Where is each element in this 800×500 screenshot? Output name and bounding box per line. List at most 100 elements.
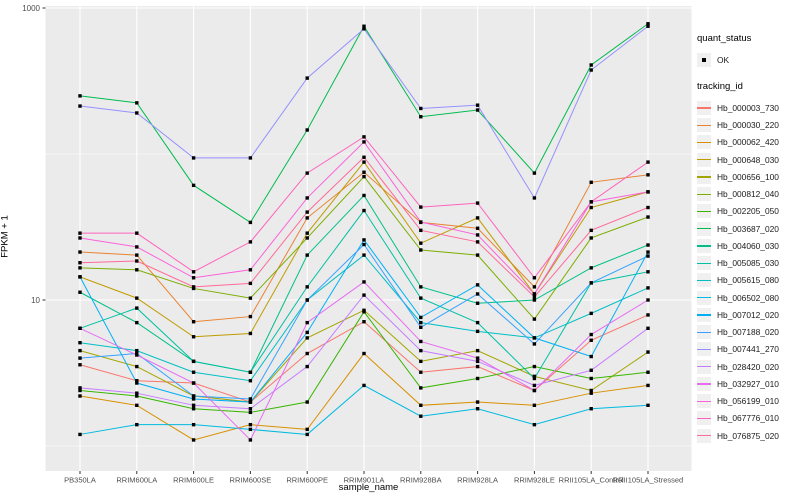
data-point [419,220,423,224]
legend-item-Hb_007441_270: Hb_007441_270 [697,341,799,358]
data-point [532,336,537,340]
data-point [305,253,309,257]
data-point [589,281,593,285]
legend-item-label: Hb_076875_020 [717,430,779,441]
data-point [78,275,82,279]
data-point [475,376,480,381]
data-point [248,296,253,300]
data-point [475,103,480,107]
data-point [248,220,253,225]
data-point [362,140,366,144]
data-point [475,400,480,404]
data-point [646,298,650,302]
legend: quant_status OK tracking_id Hb_000003_73… [697,33,799,444]
data-point [191,276,196,280]
data-point [475,216,480,220]
legend-item-label: Hb_028420_020 [717,361,779,372]
data-point [305,427,309,432]
data-point [135,101,139,105]
legend-key-line-icon [697,307,711,322]
legend-key-line-icon [697,428,711,443]
data-point [362,160,366,164]
legend-key-line-icon [697,204,711,219]
data-point [191,270,196,274]
legend-key-line-icon [697,118,711,133]
data-point [305,128,309,132]
data-point [532,364,537,369]
data-point [248,156,253,160]
data-point [475,233,480,237]
data-point [248,314,253,319]
data-point [646,313,650,317]
data-point [589,180,593,184]
legend-item-Hb_056199_010: Hb_056199_010 [697,393,799,410]
data-point [362,383,366,388]
legend-key-line-icon [697,152,711,167]
data-point [419,115,423,119]
data-point [419,228,423,233]
x-tick-label: RRIM928LA [457,476,498,485]
legend-item-Hb_002205_050: Hb_002205_050 [697,203,799,220]
data-point [191,394,196,398]
data-point [475,108,480,112]
legend-title-quant-status: quant_status [697,33,752,44]
data-point [646,250,650,254]
x-tick-label: RRIM600LE [173,476,214,485]
data-point [532,276,537,280]
plot-panel-bg [45,6,692,471]
data-point [305,216,309,220]
data-point [532,196,537,200]
data-point [362,24,366,28]
data-point [135,111,139,115]
data-point [78,363,82,367]
data-point [248,397,253,401]
data-point [646,243,650,247]
data-point [475,356,480,360]
legend-item-label: Hb_000656_100 [717,171,779,182]
data-point [135,320,139,325]
data-point [78,386,82,390]
legend-key-line-icon [697,411,711,426]
legend-item-label: Hb_000648_030 [717,154,779,165]
x-tick-label: RRII105LA_Stressed [613,476,683,485]
data-point [305,236,309,240]
data-point [646,383,650,388]
data-point [362,27,366,31]
data-point [248,422,253,427]
x-tick-label: RRIM901LA [344,476,385,485]
legend-item-label: Hb_000062_420 [717,137,779,148]
data-point [532,342,537,346]
data-point [419,320,423,325]
x-tick-label: RRII105LA_Control [559,476,624,485]
legend-item-label: Hb_007441_270 [717,344,779,355]
data-point [475,253,480,257]
legend-item-label: Hb_002205_050 [717,206,779,217]
data-point [532,298,537,302]
legend-item-label: Hb_007012_020 [717,309,779,320]
data-point [78,290,82,294]
data-point [475,240,480,244]
data-point [646,326,650,330]
data-point [135,394,139,398]
legend-item-Hb_006502_080: Hb_006502_080 [697,289,799,306]
data-point [589,332,593,337]
data-point [78,388,82,393]
data-point [135,353,139,357]
legend-item-label: Hb_004060_030 [717,240,779,251]
data-point [589,354,593,359]
data-point [362,208,366,213]
data-point [362,170,366,174]
y-tick-label: 10 [31,296,40,305]
legend-item-Hb_007188_020: Hb_007188_020 [697,324,799,341]
legend-key-point-icon [697,52,711,67]
data-point [532,383,537,388]
data-point [589,236,593,240]
legend-title-tracking-id: tracking_id [697,81,743,93]
data-point [589,200,593,204]
data-point [248,379,253,383]
legend-key-line-icon [697,100,711,115]
data-point [475,348,480,353]
data-point [248,438,253,442]
